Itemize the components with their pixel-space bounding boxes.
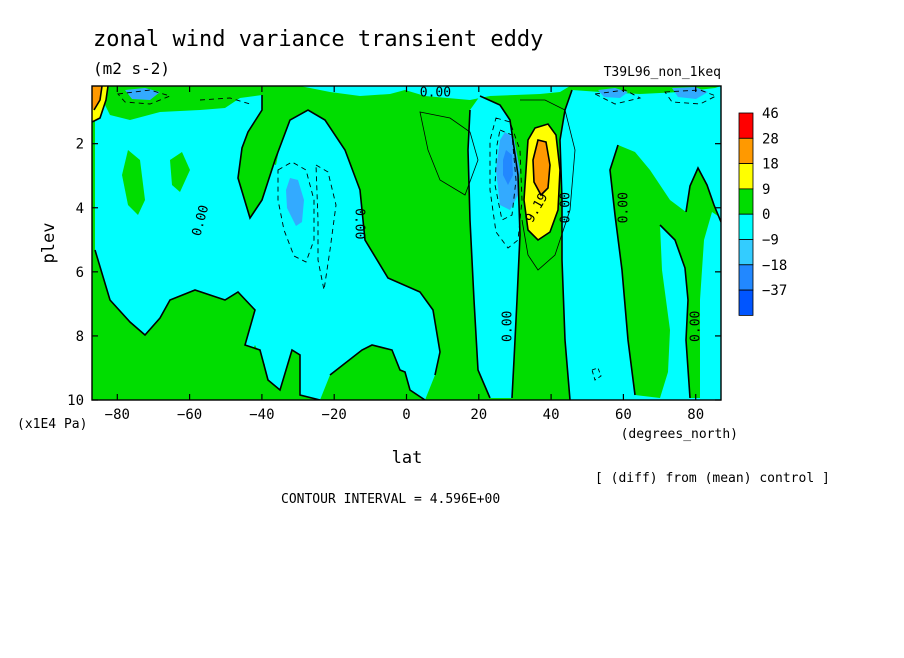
legend-swatch [738, 163, 754, 190]
x-tick-label: −80 [105, 407, 130, 423]
fill-island-3 [240, 345, 265, 392]
contour-labels: 0.00 0.000.000.009.19 0.00 0.000.00 [190, 85, 704, 342]
legend-label: 0 [762, 207, 770, 223]
legend-swatch [738, 239, 754, 266]
fill-min-south [286, 178, 304, 226]
contour-interval: CONTOUR INTERVAL = 4.596E+00 [281, 492, 500, 507]
x-tick-label: −40 [249, 407, 274, 423]
x-tick-label: −60 [177, 407, 202, 423]
legend-label: −18 [762, 258, 787, 274]
contour-pos-north [523, 123, 561, 242]
contour-label-text: 0.00 [352, 208, 367, 239]
y-axis-units: (x1E4 Pa) [17, 417, 87, 432]
x-tick-label: −20 [322, 407, 347, 423]
legend-label: 9 [762, 182, 770, 198]
contour-label: 0.00 [616, 192, 631, 223]
contour-label: 0.00 [352, 208, 367, 239]
legend-swatch [738, 188, 754, 215]
contour-label-text: 0.00 [689, 311, 704, 342]
x-axis: −80 −60 −40 −20 0 20 40 60 80 [105, 86, 704, 423]
fill-top-blue-3 [672, 87, 708, 99]
y-tick-label: 4 [76, 201, 84, 217]
legend-swatch [738, 264, 754, 291]
fill-min-tropics-core [503, 150, 513, 185]
y-axis-title: plev [39, 223, 59, 264]
x-tick-label: 0 [402, 407, 410, 423]
fill-negative-north [560, 86, 721, 400]
contour-label: 0.00 [501, 311, 516, 342]
y-tick-label: 6 [76, 265, 84, 281]
chart-title: zonal wind variance transient eddy [93, 27, 543, 52]
legend-label: −9 [762, 233, 779, 249]
contour-zero-south [94, 95, 441, 400]
color-legend: 46 28 18 9 0 −9 −18 −37 [738, 106, 787, 316]
legend-swatch [738, 289, 754, 316]
x-axis-title: lat [392, 448, 423, 468]
contour-label-text: 0.00 [616, 192, 631, 223]
contour-label-text: 0.00 [420, 85, 451, 100]
legend-swatch [738, 137, 754, 165]
contour-label: 0.00 [559, 192, 574, 223]
contour-neg-small [591, 367, 602, 381]
legend-swatch [738, 112, 754, 139]
x-tick-label: 60 [615, 407, 632, 423]
y-tick-label: 10 [67, 393, 84, 409]
plot-area [92, 86, 721, 400]
y-axis: 2 4 6 8 10 [67, 137, 721, 409]
contour-neg-south-dashed [277, 161, 337, 291]
contour-max-southpole [92, 86, 109, 123]
contour-zero-north [559, 89, 721, 400]
fill-max-north-orange [533, 140, 550, 195]
y-tick-label: 2 [76, 137, 84, 153]
contour-lines [92, 86, 721, 400]
fill-island-1 [122, 150, 145, 215]
x-tick-label: 20 [470, 407, 487, 423]
legend-label: −37 [762, 283, 787, 299]
fill-negative-top [300, 86, 570, 100]
chart-units: (m2 s-2) [93, 59, 170, 78]
legend-label: 46 [762, 106, 779, 122]
legend-swatch [738, 213, 754, 240]
contour-label: 0.00 [420, 85, 451, 100]
contour-neg-tropics-dashed [489, 117, 523, 249]
fill-max-southpole-orange [92, 86, 102, 110]
fill-island-4 [262, 130, 280, 165]
contour-thin-center [419, 111, 479, 196]
experiment-label: T39L96_non_1keq [604, 65, 721, 80]
fill-island-2 [170, 152, 190, 192]
x-tick-label: 80 [687, 407, 704, 423]
contour-neg-top-dashed [117, 89, 718, 105]
contour-pos-north-inner [532, 139, 551, 197]
y-tick-label: 8 [76, 329, 84, 345]
legend-label: 18 [762, 157, 779, 173]
fill-top-blue-1 [125, 88, 160, 100]
contour-label: 0.00 [689, 311, 704, 342]
contour-zero-tropics [467, 95, 521, 399]
fill-top-blue-2 [598, 88, 628, 98]
legend-label: 28 [762, 131, 779, 147]
contour-thin-north [520, 99, 576, 271]
x-axis-units: (degrees_north) [621, 427, 738, 442]
x-tick-label: 40 [543, 407, 560, 423]
contour-label-text: 0.00 [501, 311, 516, 342]
contour-label-text: 0.00 [559, 192, 574, 223]
note-diff: [ (diff) from (mean) control ] [595, 471, 830, 486]
